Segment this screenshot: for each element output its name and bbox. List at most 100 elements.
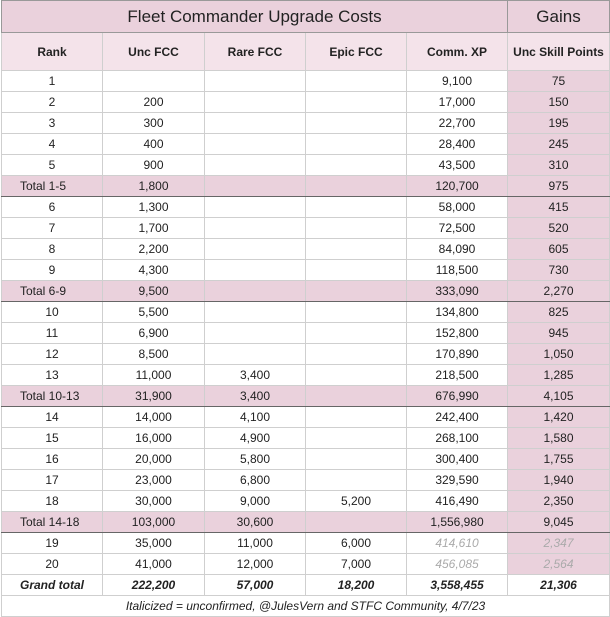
cell: [204, 91, 306, 113]
cell: 900: [102, 154, 205, 176]
data-row: 11 6,900 152,800 945: [1, 322, 610, 344]
cell: [305, 364, 407, 386]
title-row: Fleet Commander Upgrade Costs Gains: [0, 0, 610, 33]
data-row: 19 35,000 11,000 6,000 414,610 2,347: [1, 532, 610, 554]
column-header: Epic FCC: [305, 32, 407, 71]
cell: [305, 238, 407, 260]
data-row: 2 200 17,000 150: [1, 91, 610, 113]
cell: 5,800: [204, 448, 306, 470]
cell: 5,500: [102, 301, 205, 323]
cell: [305, 259, 407, 281]
cell: 11,000: [204, 532, 306, 554]
cell: 72,500: [405, 217, 509, 239]
data-row: 9 4,300 118,500 730: [1, 259, 610, 281]
cell: [305, 91, 407, 113]
cell: 415: [507, 196, 610, 218]
cell: 23,000: [102, 469, 205, 491]
column-header: Rank: [1, 32, 103, 71]
cell: [305, 406, 407, 428]
cell: 17,000: [405, 91, 509, 113]
cell: 300: [102, 112, 205, 134]
cell: 300,400: [405, 448, 509, 470]
cell: 41,000: [102, 553, 205, 575]
total-cell: 103,000: [102, 511, 205, 533]
footnote: Italicized = unconfirmed, @JulesVern and…: [0, 595, 610, 617]
data-row: 6 1,300 58,000 415: [1, 196, 610, 218]
cell: [305, 448, 407, 470]
cell: 18: [1, 490, 103, 512]
cell: 14,000: [102, 406, 205, 428]
cell: [305, 301, 407, 323]
cell: [204, 70, 306, 92]
cell: 58,000: [405, 196, 509, 218]
cell: 150: [507, 91, 610, 113]
cell: 4,100: [204, 406, 306, 428]
total-cell: 1,556,980: [405, 511, 509, 533]
cell: 2,564: [507, 553, 610, 575]
cell: 12: [1, 343, 103, 365]
cell: 2,200: [102, 238, 205, 260]
total-cell: Total 1-5: [1, 175, 103, 197]
cell: [204, 217, 306, 239]
total-cell: [305, 511, 407, 533]
total-row: Total 1-5 1,800 120,700 975: [1, 175, 610, 197]
cell: 75: [507, 70, 610, 92]
total-cell: 9,045: [507, 511, 610, 533]
cell: 1: [1, 70, 103, 92]
cell: 3: [1, 112, 103, 134]
table-title: Fleet Commander Upgrade Costs: [0, 0, 509, 33]
cell: 6,000: [305, 532, 407, 554]
cell: 9: [1, 259, 103, 281]
cell: 730: [507, 259, 610, 281]
cell: 1,300: [102, 196, 205, 218]
cell: 17: [1, 469, 103, 491]
total-row: Total 14-18 103,000 30,600 1,556,980 9,045: [1, 511, 610, 533]
total-row: Total 6-9 9,500 333,090 2,270: [1, 280, 610, 302]
cell: [305, 112, 407, 134]
cell: 134,800: [405, 301, 509, 323]
cell: 400: [102, 133, 205, 155]
header-row: Rank Unc FCC Rare FCC Epic FCC Comm. XP Unc S…: [1, 32, 610, 71]
data-row: 1 9,100 75: [1, 70, 610, 92]
column-header: Rare FCC: [204, 32, 306, 71]
cell: 9,000: [204, 490, 306, 512]
cell: 4,900: [204, 427, 306, 449]
cell: 245: [507, 133, 610, 155]
cell: 2,350: [507, 490, 610, 512]
cell: 218,500: [405, 364, 509, 386]
data-row: 3 300 22,700 195: [1, 112, 610, 134]
data-row: 15 16,000 4,900 268,100 1,580: [1, 427, 610, 449]
cell: 329,590: [405, 469, 509, 491]
total-cell: 4,105: [507, 385, 610, 407]
data-row: 13 11,000 3,400 218,500 1,285: [1, 364, 610, 386]
total-cell: 333,090: [405, 280, 509, 302]
cell: 9,100: [405, 70, 509, 92]
cell: [305, 322, 407, 344]
cell: 118,500: [405, 259, 509, 281]
total-cell: 975: [507, 175, 610, 197]
cell: [204, 301, 306, 323]
data-row: 10 5,500 134,800 825: [1, 301, 610, 323]
cell: [204, 133, 306, 155]
cell: [305, 217, 407, 239]
cell: 12,000: [204, 553, 306, 575]
cell: 1,285: [507, 364, 610, 386]
cell: 152,800: [405, 322, 509, 344]
cell: 20: [1, 553, 103, 575]
cell: [204, 322, 306, 344]
cell: [305, 469, 407, 491]
grand-total-row: Grand total 222,200 57,000 18,200 3,558,455 2…: [1, 574, 610, 596]
total-cell: 30,600: [204, 511, 306, 533]
data-row: 8 2,200 84,090 605: [1, 238, 610, 260]
cell: 1,700: [102, 217, 205, 239]
cell: 19: [1, 532, 103, 554]
data-row: 14 14,000 4,100 242,400 1,420: [1, 406, 610, 428]
total-cell: [305, 175, 407, 197]
total-cell: 3,558,455: [405, 574, 509, 596]
total-cell: 21,306: [507, 574, 610, 596]
cell: 84,090: [405, 238, 509, 260]
cell: 5,200: [305, 490, 407, 512]
cell: 16: [1, 448, 103, 470]
total-cell: [305, 385, 407, 407]
gains-title: Gains: [507, 0, 610, 33]
